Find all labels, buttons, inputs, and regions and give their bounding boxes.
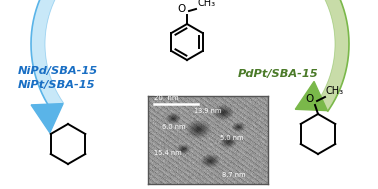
Text: PdPt/SBA-15: PdPt/SBA-15: [238, 69, 319, 79]
Text: O: O: [178, 4, 186, 14]
Polygon shape: [202, 0, 349, 111]
Text: CH₃: CH₃: [197, 0, 215, 8]
Text: CH₃: CH₃: [326, 86, 344, 96]
Polygon shape: [31, 0, 178, 111]
Polygon shape: [31, 104, 63, 133]
Text: NiPt/SBA-15: NiPt/SBA-15: [18, 80, 96, 90]
Text: NiPd/SBA-15: NiPd/SBA-15: [18, 66, 98, 76]
Polygon shape: [295, 81, 327, 111]
Text: O: O: [306, 94, 314, 104]
